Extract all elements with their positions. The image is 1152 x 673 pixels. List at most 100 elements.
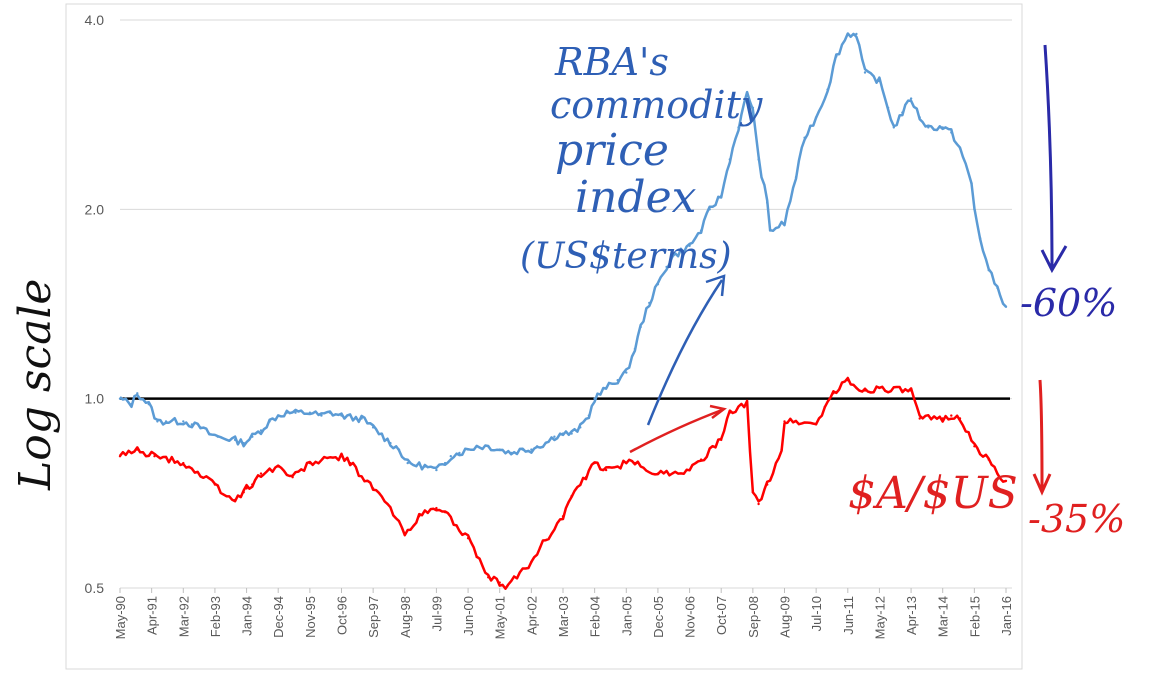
series-0-point xyxy=(783,222,786,225)
series-0-point xyxy=(987,269,990,272)
series-1-point xyxy=(625,461,628,465)
series-1-point xyxy=(487,576,490,579)
x-tick-label: Sep-08 xyxy=(746,596,761,638)
x-tick-label: Nov-95 xyxy=(303,596,318,638)
series-1-point xyxy=(863,389,867,392)
series-0-point xyxy=(593,397,596,400)
series-line-1 xyxy=(119,376,1007,590)
series-0-point xyxy=(587,414,591,417)
series-0-point xyxy=(242,441,245,445)
series-0-point xyxy=(535,445,539,448)
series-1-point xyxy=(561,515,565,518)
series-1-point xyxy=(855,386,858,390)
series-0-point xyxy=(737,126,740,129)
x-tick-label: Dec-94 xyxy=(271,596,286,638)
series-1-point xyxy=(901,389,904,392)
x-tick-label: Feb-15 xyxy=(967,596,982,637)
series-1-point xyxy=(277,465,280,468)
series-0-point xyxy=(389,441,392,445)
series-0-point xyxy=(846,32,849,36)
series-0-point xyxy=(892,126,895,129)
series-0-point xyxy=(130,403,133,406)
series-1-point xyxy=(182,461,185,465)
series-0-point xyxy=(814,116,818,119)
series-0-point xyxy=(498,448,501,451)
series-0-point xyxy=(449,455,452,458)
series-1-point xyxy=(656,472,660,475)
series-1-point xyxy=(918,417,921,420)
series-0-point xyxy=(208,432,211,435)
series-0-point xyxy=(510,451,513,455)
series-0-point xyxy=(530,448,533,451)
series-0-point xyxy=(950,131,953,134)
series-1-point xyxy=(348,461,352,465)
series-0-point xyxy=(639,325,642,329)
series-1-point xyxy=(780,448,783,451)
series-0-point xyxy=(466,448,470,451)
series-1-point xyxy=(530,560,533,564)
series-1-point xyxy=(699,458,703,461)
x-tick-label: Apr-02 xyxy=(524,596,539,635)
series-0-point xyxy=(728,158,731,161)
series-0-point xyxy=(751,106,755,110)
series-1-point xyxy=(720,438,723,442)
series-0-point xyxy=(553,435,556,438)
series-1-point xyxy=(245,487,248,490)
series-0-point xyxy=(970,182,973,185)
series-0-point xyxy=(443,461,447,465)
x-tick-label: Aug-98 xyxy=(398,596,413,638)
series-0-point xyxy=(625,371,628,374)
series-0-point xyxy=(757,158,760,161)
aud-change-arrow-head xyxy=(1032,473,1052,496)
y-tick-label: 2.0 xyxy=(85,201,105,217)
series-0-point xyxy=(973,208,976,211)
series-1-point xyxy=(498,581,501,584)
series-1-point xyxy=(251,483,254,486)
series-0-point xyxy=(216,435,219,438)
series-1-point xyxy=(466,537,470,540)
series-1-point xyxy=(504,586,507,590)
commodity-label-line-1: RBA's xyxy=(554,40,669,84)
commodity-label-line-3: price xyxy=(555,125,669,176)
x-axis-ticks: May-90 Apr-91 Mar-92 Feb-93 Jan-94 Dec-94 Nov-… xyxy=(113,588,1014,639)
series-1-point xyxy=(443,511,447,514)
series-0-point xyxy=(835,55,838,58)
series-1-point xyxy=(403,532,406,535)
series-0-point xyxy=(354,417,358,420)
series-0-point xyxy=(1004,305,1008,308)
series-0-point xyxy=(708,208,711,211)
commodity-annotation: RBA's commodity price index (US$terms) xyxy=(520,40,763,277)
series-0-point xyxy=(294,411,297,414)
x-tick-label: Jan-94 xyxy=(240,596,255,636)
series-0-point xyxy=(570,432,573,435)
series-1-point xyxy=(475,555,478,559)
series-0-point xyxy=(561,432,565,435)
series-0-point xyxy=(633,347,637,351)
aud-change-label: -35% xyxy=(1028,497,1125,541)
x-tick-label: May-12 xyxy=(872,596,887,639)
x-tick-label: Apr-91 xyxy=(145,596,160,635)
series-0-point xyxy=(863,71,867,74)
series-0-point xyxy=(665,265,668,269)
series-0-point xyxy=(487,445,490,448)
series-0-point xyxy=(182,420,185,423)
series-0-point xyxy=(147,403,150,406)
y-tick-label: 0.5 xyxy=(85,580,105,596)
series-0-point xyxy=(371,426,375,429)
series-1-point xyxy=(794,420,798,423)
aud-arrow-head xyxy=(709,404,727,419)
series-0-point xyxy=(616,379,619,382)
series-1-point xyxy=(153,455,156,458)
series-0-point xyxy=(406,461,409,465)
commodity-label-line-4: index xyxy=(575,172,697,223)
series-0-point xyxy=(901,111,904,114)
ylabel: Log scale xyxy=(10,279,61,491)
series-0-point xyxy=(199,426,202,429)
x-tick-label: Sep-97 xyxy=(366,596,381,638)
commodity-change-label: -60% xyxy=(1020,281,1117,325)
series-0-point xyxy=(941,126,944,129)
x-tick-label: Jul-99 xyxy=(429,596,444,631)
series-1-point xyxy=(213,483,217,486)
aud-arrow xyxy=(629,408,723,454)
series-1-point xyxy=(593,461,596,465)
